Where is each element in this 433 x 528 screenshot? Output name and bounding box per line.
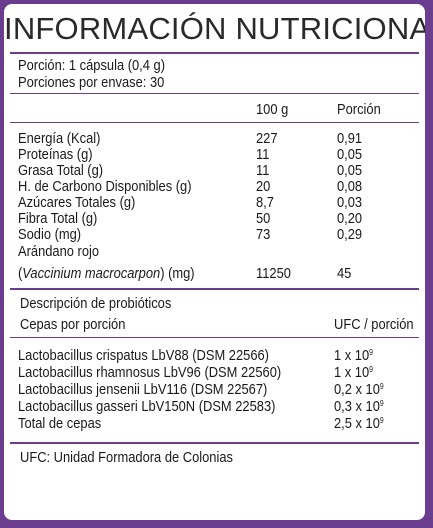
serving-divider <box>10 93 419 94</box>
strain-name: Lactobacillus crispatus LbV88 (DSM 22566… <box>18 347 269 364</box>
cranberry-name: Arándano rojo <box>18 243 100 260</box>
cranberry-value-100g: 11250 <box>256 265 291 282</box>
cranberry-latin-name: Vaccinium macrocarpon <box>22 265 161 282</box>
nutrition-facts-panel: INFORMACIÓN NUTRICIONAL Porción: 1 cápsu… <box>2 2 427 522</box>
strains-header-divider <box>10 337 419 338</box>
strain-row: Lactobacillus jensenii LbV116 (DSM 22567… <box>4 382 425 398</box>
cranberry-value-portion: 45 <box>337 265 352 282</box>
strain-ufc: 1 x 109 <box>334 364 373 381</box>
strain-name: Lactobacillus rhamnosus LbV96 (DSM 22560… <box>18 364 282 381</box>
nutrient-row: Sodio (mg) 73 0,29 <box>4 227 425 243</box>
nutrient-value-100g: 11 <box>256 146 270 163</box>
nutrient-name: H. de Carbono Disponibles (g) <box>18 178 192 195</box>
header-divider <box>10 122 419 123</box>
nutrient-value-100g: 20 <box>256 178 271 195</box>
nutrient-value-portion: 0,91 <box>337 130 363 147</box>
strain-ufc: 0,3 x 109 <box>334 398 384 415</box>
column-header-100g: 100 g <box>256 101 289 118</box>
nutrient-value-portion: 0,05 <box>337 146 363 163</box>
strains-label: Cepas por porción <box>20 316 126 333</box>
nutrient-row: Grasa Total (g) 11 0,05 <box>4 163 425 179</box>
nutrient-value-portion: 0,08 <box>337 178 363 195</box>
probiotics-divider <box>10 288 419 290</box>
title-divider <box>10 52 419 54</box>
nutrient-value-portion: 0,20 <box>337 210 363 227</box>
nutrient-value-100g: 8,7 <box>256 194 274 211</box>
serving-size: Porción: 1 cápsula (0,4 g) <box>18 57 166 74</box>
nutrient-row: Proteínas (g) 11 0,05 <box>4 147 425 163</box>
nutrient-name: Azúcares Totales (g) <box>18 194 136 211</box>
nutrient-name: Grasa Total (g) <box>18 162 104 179</box>
nutrient-value-100g: 50 <box>256 210 271 227</box>
nutrient-row: H. de Carbono Disponibles (g) 20 0,08 <box>4 179 425 195</box>
nutrient-value-portion: 0,29 <box>337 226 363 243</box>
footnote-divider <box>10 442 419 444</box>
footnote: UFC: Unidad Formadora de Colonias <box>20 449 233 466</box>
nutrient-row: Energía (Kcal) 227 0,91 <box>4 131 425 147</box>
nutrient-name: Energía (Kcal) <box>18 130 101 147</box>
nutrient-name: Proteínas (g) <box>18 146 93 163</box>
nutrient-value-portion: 0,05 <box>337 162 363 179</box>
strain-ufc: 1 x 109 <box>334 347 373 364</box>
panel-title: INFORMACIÓN NUTRICIONAL <box>4 11 427 46</box>
probiotics-heading: Descripción de probióticos <box>20 295 172 312</box>
strain-row: Lactobacillus rhamnosus LbV96 (DSM 22560… <box>4 365 425 381</box>
strain-name: Total de cepas <box>18 415 102 432</box>
nutrient-value-100g: 73 <box>256 226 271 243</box>
nutrient-name: Fibra Total (g) <box>18 210 98 227</box>
nutrient-value-100g: 11 <box>256 162 270 179</box>
strain-total-row: Total de cepas 2,5 x 109 <box>4 416 425 432</box>
column-header-portion: Porción <box>337 101 381 118</box>
ufc-label: UFC / porción <box>334 316 414 333</box>
nutrient-value-100g: 227 <box>256 130 278 147</box>
nutrient-row: Azúcares Totales (g) 8,7 0,03 <box>4 195 425 211</box>
cranberry-latin-line: (Vaccinium macrocarpon) (mg) <box>18 265 195 282</box>
strain-row: Lactobacillus crispatus LbV88 (DSM 22566… <box>4 348 425 364</box>
servings-per-container: Porciones por envase: 30 <box>18 74 165 91</box>
strain-ufc: 2,5 x 109 <box>334 415 384 432</box>
strain-row: Lactobacillus gasseri LbV150N (DSM 22583… <box>4 399 425 415</box>
nutrient-value-portion: 0,03 <box>337 194 363 211</box>
nutrient-row: Fibra Total (g) 50 0,20 <box>4 211 425 227</box>
strain-ufc: 0,2 x 109 <box>334 381 384 398</box>
nutrient-name: Sodio (mg) <box>18 226 82 243</box>
strain-name: Lactobacillus gasseri LbV150N (DSM 22583… <box>18 398 276 415</box>
strain-name: Lactobacillus jensenii LbV116 (DSM 22567… <box>18 381 268 398</box>
